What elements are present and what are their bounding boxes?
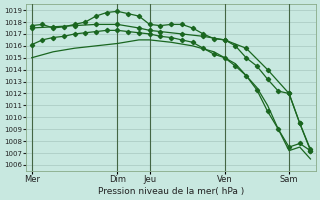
X-axis label: Pression niveau de la mer( hPa ): Pression niveau de la mer( hPa ) xyxy=(98,187,244,196)
